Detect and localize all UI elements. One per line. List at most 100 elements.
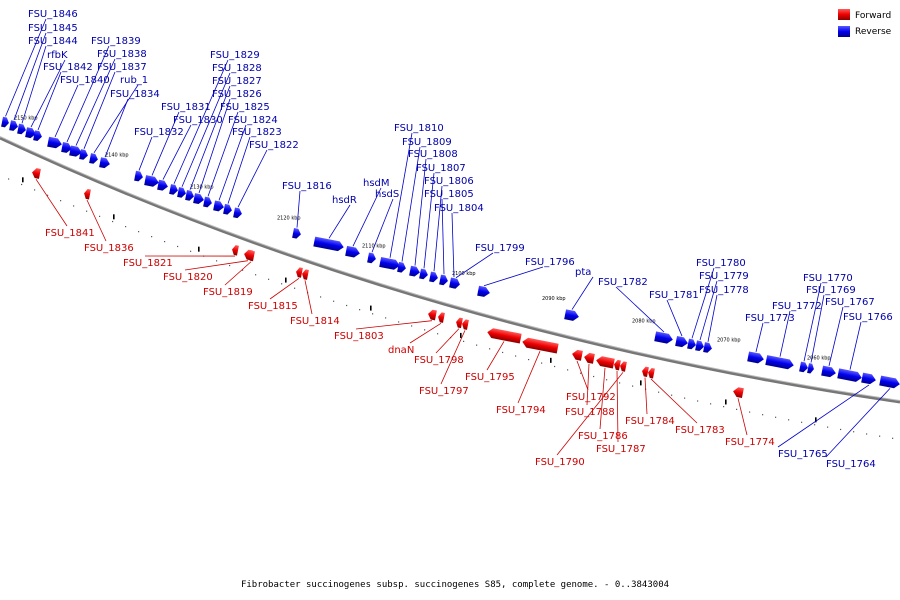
scale-tick-label: 2080 kbp <box>632 318 656 324</box>
scale-dot <box>385 317 387 319</box>
gene-label-hsdS: hsdS <box>375 189 399 200</box>
reverse-gene-FSU_1773 <box>747 351 764 364</box>
gene-label-FSU_1840: FSU_1840 <box>60 75 110 86</box>
scale-dot <box>801 421 803 423</box>
scale-tick-label: 2060 kbp <box>807 355 831 361</box>
leader-FSU_1769 <box>810 294 825 363</box>
gene-label-FSU_1845: FSU_1845 <box>28 23 78 34</box>
legend-forward-swatch <box>838 9 850 20</box>
scale-tick <box>22 177 24 183</box>
leader-FSU_1836 <box>86 199 107 242</box>
scale-dot <box>190 250 192 252</box>
leader-hsdR <box>328 204 351 239</box>
forward-gene-FSU_1787 <box>614 359 621 371</box>
scale-dot <box>34 189 36 191</box>
reverse-genes <box>1 116 900 389</box>
scale-dot <box>216 260 218 262</box>
forward-gene-FSU_1788 <box>584 352 595 364</box>
leader-FSU_1770 <box>803 282 822 362</box>
reverse-gene-FSU_1845 <box>9 120 18 131</box>
reverse-gene-FSU_1767 <box>821 365 836 378</box>
gene-label-FSU_1837: FSU_1837 <box>97 62 147 73</box>
gene-label-FSU_1807: FSU_1807 <box>416 163 466 174</box>
leader-hsdS <box>371 198 394 253</box>
scale-dot <box>242 269 244 271</box>
scale-dot <box>177 245 179 248</box>
leader-rfbK <box>30 59 66 128</box>
scale-dot <box>736 408 738 410</box>
reverse-gene-hsdS <box>367 252 376 264</box>
scale-tick-label: 2150 kbp <box>14 115 38 121</box>
reverse-gene-FSU_1829 <box>169 184 178 195</box>
reverse-gene-FSU_1781 <box>675 336 688 348</box>
reverse-gene-FSU_1805 <box>439 274 448 286</box>
reverse-gene-hsdM <box>345 245 360 258</box>
leader-FSU_1806 <box>433 185 443 272</box>
scale-dot <box>229 264 231 267</box>
leader-FSU_1825 <box>207 111 239 197</box>
gene-label-hsdM: hsdM <box>363 178 390 189</box>
leader-rub_1 <box>93 84 139 154</box>
leader-FSU_1830 <box>162 124 192 180</box>
forward-gene-FSU_1836 <box>84 189 91 200</box>
reverse-gene-FSU_1780 <box>687 338 696 350</box>
scale-dot <box>359 309 361 311</box>
forward-gene-FSU_1774 <box>733 387 744 399</box>
scale-dot <box>333 300 335 302</box>
scale-dot <box>879 435 881 437</box>
reverse-gene-FSU_1796 <box>477 285 490 297</box>
leader-FSU_1828 <box>181 72 231 187</box>
gene-label-rfbK: rfbK <box>47 50 68 61</box>
scale-dot <box>892 437 894 439</box>
gene-label-FSU_1808: FSU_1808 <box>408 149 458 160</box>
leader-FSU_1784 <box>644 377 648 415</box>
leader-FSU_1810 <box>389 132 413 258</box>
reverse-gene-FSU_1846 <box>1 116 9 128</box>
scale-tick <box>198 246 200 252</box>
leader-FSU_1767 <box>828 306 844 366</box>
reverse-gene-FSU_1827 <box>185 190 194 201</box>
forward-gene-FSU_1821 <box>232 245 239 256</box>
forward-gene-FSU_1794 <box>522 337 559 354</box>
forward-gene-FSU_1795 <box>487 328 522 344</box>
gene-label-FSU_1779: FSU_1779 <box>699 271 749 282</box>
gene-label-FSU_1783: FSU_1783 <box>675 425 725 436</box>
gene-label-FSU_1841: FSU_1841 <box>45 228 95 239</box>
scale-tick <box>370 305 372 311</box>
forward-gene-FSU_1790 <box>620 361 627 372</box>
leader-FSU_1814 <box>304 280 313 315</box>
scale-dots <box>8 178 894 439</box>
scale-dot <box>73 205 75 207</box>
gene-label-FSU_1786: FSU_1786 <box>578 431 628 442</box>
leader-FSU_1774 <box>737 398 748 436</box>
scale-dot <box>632 385 634 387</box>
leader-FSU_1766 <box>849 321 862 370</box>
leader-FSU_1781 <box>666 299 683 337</box>
forward-gene-FSU_1819 <box>248 250 255 262</box>
label-leaders <box>5 18 891 458</box>
gene-label-dnaN: dnaN <box>388 345 414 356</box>
leader-FSU_1794 <box>517 351 541 404</box>
gene-label-FSU_1839: FSU_1839 <box>91 36 141 47</box>
gene-label-FSU_1832: FSU_1832 <box>134 127 184 138</box>
leader-FSU_1780 <box>691 267 715 339</box>
leader-FSU_1805 <box>441 198 445 275</box>
scale-dot <box>99 215 101 217</box>
reverse-gene-FSU_1770 <box>799 361 808 373</box>
scale-dot <box>827 426 829 428</box>
reverse-gene-rfbK <box>25 127 36 139</box>
gene-label-FSU_1822: FSU_1822 <box>249 140 299 151</box>
scale-dot <box>21 183 23 186</box>
scale-dot <box>788 419 790 421</box>
leader-FSU_1772 <box>779 310 791 357</box>
reverse-gene-rub_1 <box>89 153 98 164</box>
forward-gene-FSU_1803 <box>428 309 437 321</box>
reverse-gene-FSU_1823 <box>223 203 232 215</box>
legend: Forward Reverse <box>838 9 892 37</box>
scale-dot <box>60 200 62 202</box>
gene-label-FSU_1796: FSU_1796 <box>525 257 575 268</box>
leader-FSU_1787 <box>616 370 619 443</box>
reverse-gene-FSU_1808 <box>409 265 420 277</box>
scale-dot <box>346 304 348 307</box>
